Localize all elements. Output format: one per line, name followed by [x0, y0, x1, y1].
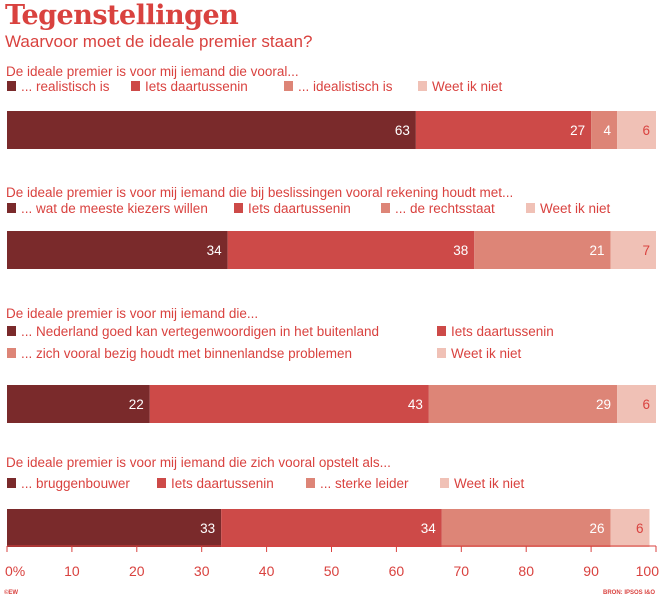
credit: ©EW	[4, 590, 19, 596]
data-label: 6	[636, 521, 644, 536]
legend-swatch	[157, 478, 166, 488]
source: BRON: IPSOS I&O	[602, 590, 655, 596]
x-tick-label: 10	[64, 563, 80, 579]
chart-subtitle: Waarvoor moet de ideale premier staan?	[5, 32, 313, 51]
data-label: 63	[395, 123, 410, 138]
legend-swatch	[437, 326, 446, 336]
legend-swatch	[7, 348, 16, 358]
legend-label: ... idealistisch is	[298, 79, 393, 94]
legend-swatch	[437, 348, 446, 358]
question-text: De ideale premier is voor mij iemand die…	[6, 64, 299, 79]
data-label: 29	[596, 397, 611, 412]
data-label: 27	[570, 123, 585, 138]
x-tick-label: 70	[454, 563, 470, 579]
bar-segment	[610, 231, 656, 269]
data-label: 4	[604, 123, 612, 138]
data-label: 34	[207, 243, 223, 258]
legend-swatch	[381, 203, 390, 213]
bar-segment	[610, 509, 650, 547]
question-text: De ideale premier is voor mij iemand die…	[6, 185, 513, 200]
legend-label: Iets daartussenin	[248, 201, 351, 216]
x-tick-label: 20	[129, 563, 145, 579]
legend-label: Weet ik niet	[432, 79, 503, 94]
x-tick-label: 90	[583, 563, 599, 579]
legend-label: Weet ik niet	[451, 346, 522, 361]
bar-segment	[7, 509, 222, 547]
chart-title: Tegenstellingen	[5, 0, 239, 31]
data-label: 6	[642, 397, 650, 412]
bar-segment	[7, 231, 228, 269]
legend-label: Iets daartussenin	[171, 476, 274, 491]
bar-segment	[474, 231, 611, 269]
bar-segment	[227, 231, 475, 269]
legend-label: ... sterke leider	[320, 476, 409, 491]
legend-swatch	[131, 81, 140, 91]
data-label: 21	[590, 243, 605, 258]
bar-segment	[415, 111, 592, 149]
legend-label: ... wat de meeste kiezers willen	[21, 201, 208, 216]
x-tick-label: 0%	[5, 563, 25, 579]
x-tick-label: 30	[194, 563, 210, 579]
bar-segment	[428, 385, 618, 423]
legend-label: ... zich vooral bezig houdt met binnenla…	[21, 346, 352, 361]
legend-swatch	[7, 203, 16, 213]
legend-swatch	[440, 478, 449, 488]
legend-label: Iets daartussenin	[451, 324, 554, 339]
bar-segment	[149, 385, 429, 423]
legend-label: ... realistisch is	[21, 79, 110, 94]
legend-swatch	[234, 203, 243, 213]
data-label: 33	[200, 521, 215, 536]
bar-segment	[441, 509, 611, 547]
x-tick-label: 80	[518, 563, 534, 579]
legend-swatch	[7, 478, 16, 488]
data-label: 7	[642, 243, 650, 258]
legend-label: ... bruggenbouwer	[21, 476, 130, 491]
x-tick-label: 60	[389, 563, 405, 579]
data-label: 38	[453, 243, 468, 258]
bar-segment	[591, 111, 618, 149]
bar-segment	[617, 111, 656, 149]
legend-swatch	[306, 478, 315, 488]
legend-swatch	[526, 203, 535, 213]
x-tick-label: 40	[259, 563, 275, 579]
bar-segment	[7, 111, 416, 149]
question-text: De ideale premier is voor mij iemand die…	[6, 455, 391, 470]
legend-label: Weet ik niet	[454, 476, 525, 491]
question-text: De ideale premier is voor mij iemand die…	[6, 306, 258, 321]
data-label: 22	[129, 397, 144, 412]
legend-label: Iets daartussenin	[145, 79, 248, 94]
legend-swatch	[7, 326, 16, 336]
data-label: 34	[421, 521, 437, 536]
data-label: 6	[642, 123, 650, 138]
data-label: 43	[408, 397, 423, 412]
bar-segment	[617, 385, 656, 423]
x-tick-label: 50	[324, 563, 340, 579]
legend-swatch	[7, 81, 16, 91]
x-tick-label: 100	[636, 563, 660, 579]
legend-swatch	[284, 81, 293, 91]
legend-swatch	[418, 81, 427, 91]
legend-label: ... de rechtsstaat	[395, 201, 495, 216]
data-label: 26	[590, 521, 605, 536]
bar-segment	[7, 385, 150, 423]
bar-segment	[221, 509, 442, 547]
legend-label: Weet ik niet	[540, 201, 611, 216]
legend-label: ... Nederland goed kan vertegenwoordigen…	[21, 324, 379, 339]
